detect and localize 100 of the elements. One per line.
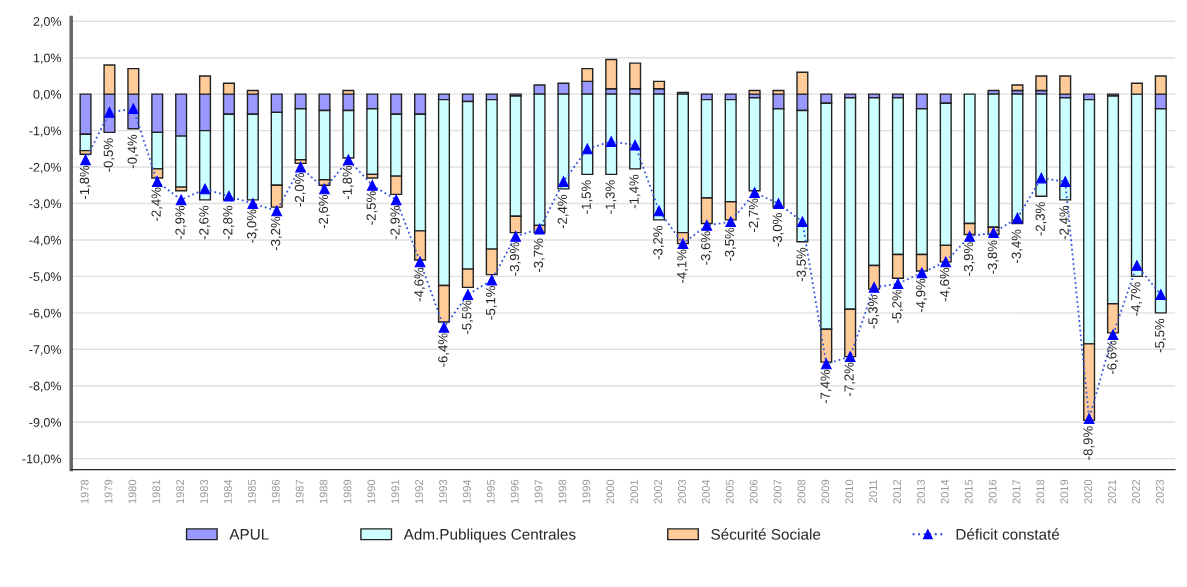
data-label: -5,3% [868,295,880,329]
x-tick-label: 1986 [271,479,280,504]
x-tick-label: 1980 [128,479,137,504]
data-label: -1,8% [342,165,354,200]
data-label: -2,4% [557,194,569,229]
x-tick-label: 2008 [797,479,806,504]
x-tick-label: 2009 [821,479,830,504]
data-label: -3,8% [987,240,999,274]
data-label: -3,5% [796,247,808,282]
x-tick-label: 1993 [439,479,447,504]
x-tick-label: 2015 [964,479,973,504]
x-tick-label: 2005 [725,479,734,504]
y-tick-label: -4,0% [29,235,62,247]
x-tick-label: 2013 [916,479,925,504]
y-tick-label: -3,0% [29,199,62,210]
x-tick-label: 1987 [295,479,304,504]
x-tick-label: 1982 [176,479,185,504]
data-label: -5,5% [1155,318,1166,353]
x-tick-label: 1978 [80,479,89,504]
data-label: -2,7% [748,198,760,232]
x-tick-label: 1999 [582,479,591,504]
data-label: -2,3% [1035,202,1047,236]
x-tick-label: 2014 [940,479,949,504]
data-label: -4,6% [414,267,426,302]
legend-label: APUL [229,529,269,540]
x-tick-label: 1985 [247,479,256,504]
y-tick-label: 0,0% [33,89,62,101]
data-label: -6,4% [438,333,450,367]
data-label: -3,0% [772,213,784,247]
data-label: -2,9% [390,205,402,240]
data-label: -1,3% [605,180,617,214]
x-tick-label: 1995 [486,479,495,504]
data-label: -2,6% [318,194,330,229]
x-tick-label: 2010 [845,479,854,504]
data-label: -6,6% [1107,340,1119,375]
data-label: -2,8% [223,205,235,240]
data-label: -2,5% [366,191,378,225]
x-tick-label: 2006 [749,479,758,504]
x-tick-label: 2020 [1084,479,1093,504]
data-label: -2,9% [175,205,187,240]
legend-label: Déficit constaté [956,528,1060,540]
data-label: -5,1% [486,285,497,320]
data-label: -3,9% [963,242,975,276]
y-tick-label: 2,0% [33,17,62,28]
data-label: -4,6% [939,267,951,302]
data-label: -4,9% [916,278,927,313]
data-label: -2,6% [199,205,211,240]
x-tick-label: 1992 [415,479,424,504]
y-tick-label: -10,0% [22,454,62,465]
y-tick-label: -8,0% [29,381,62,392]
x-tick-label: 2001 [630,479,639,504]
data-label: -0,4% [127,134,139,169]
data-label: -3,7% [533,238,545,273]
legend-label: Sécurité Sociale [711,528,821,540]
x-tick-label: 1994 [462,479,471,504]
x-tick-label: 1996 [510,479,519,504]
y-tick-label: -9,0% [29,418,62,429]
x-tick-label: 2017 [1012,479,1021,504]
x-tick-label: 1989 [343,479,352,504]
y-tick-label: -6,0% [29,308,62,319]
x-tick-label: 2012 [893,479,901,504]
x-tick-label: 1983 [200,479,209,504]
data-label: -7,2% [844,362,856,396]
data-label: -1,5% [581,180,593,214]
data-label: -3,0% [247,209,258,243]
data-label: -7,4% [820,369,832,404]
x-tick-label: 2023 [1155,479,1164,504]
y-tick-label: -7,0% [29,345,62,356]
x-tick-label: 2019 [1060,479,1069,504]
data-label: -5,2% [892,289,904,324]
x-tick-label: 2022 [1132,479,1140,504]
x-tick-label: 2011 [869,479,878,503]
x-tick-label: 1981 [152,479,161,504]
data-label: -3,2% [270,216,282,251]
data-label: -8,9% [1083,426,1095,460]
x-tick-label: 2002 [654,479,662,504]
data-label: -3,4% [1011,229,1023,263]
x-tick-label: 1991 [391,479,400,504]
x-tick-label: 2004 [701,479,710,504]
x-tick-label: 1984 [224,479,232,504]
x-tick-label: 1998 [558,479,567,504]
data-label: -5,5% [462,300,473,334]
y-tick-label: -1,0% [29,126,62,137]
x-tick-label: 2000 [606,479,615,504]
x-tick-label: 2018 [1036,479,1045,504]
x-tick-label: 1988 [319,479,328,504]
x-tick-label: 1990 [367,479,376,504]
data-label: -2,4% [151,187,163,221]
x-tick-label: 2003 [678,479,686,504]
x-tick-label: 2016 [988,479,997,504]
data-label: -4,1% [677,249,689,283]
data-label: -3,2% [653,225,665,260]
data-label: -4,7% [1131,282,1142,316]
y-tick-label: -2,0% [29,162,62,174]
data-label: -2,4% [1059,205,1071,240]
x-tick-label: 2007 [773,479,782,504]
data-label: -2,0% [294,172,306,207]
data-label: -3,9% [509,242,521,276]
x-tick-label: 1979 [104,479,113,504]
data-label: -0,5% [103,138,115,172]
